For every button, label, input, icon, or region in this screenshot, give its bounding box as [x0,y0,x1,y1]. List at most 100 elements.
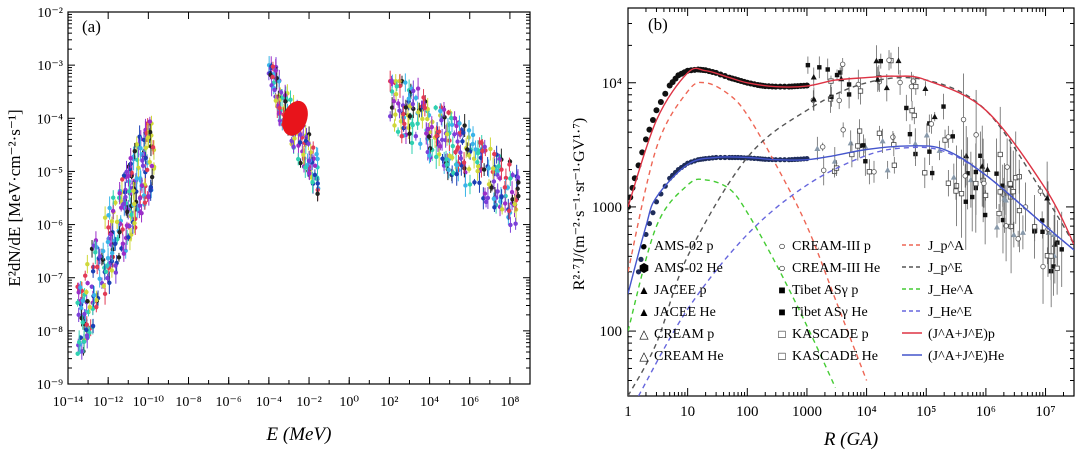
a-data-point [123,194,128,200]
b-data-point [821,167,827,174]
b-data-point [911,112,917,119]
legend-marker: ▲ [638,305,650,319]
a-data-point [150,145,156,150]
a-data-point [516,193,521,199]
a-data-point [142,200,148,205]
a-data-point [118,205,124,210]
a-data-point [128,155,133,161]
a-data-point [463,183,468,188]
a-data-point [458,150,463,155]
a-data-point [87,304,93,310]
a-data-point [394,84,400,89]
b-data-point [878,58,883,64]
legend-label: AMS-02 p [654,239,714,254]
b-ams-point [662,90,669,97]
a-data-point [97,254,103,259]
b-data-point [941,104,946,109]
b-data-point [1007,181,1013,187]
a-data-point [387,114,393,119]
a-data-point [134,176,139,181]
b-data-point [863,159,868,164]
a-y-tick-label: 10⁻⁶ [37,219,63,234]
legend-label: CREAM p [654,327,714,342]
a-data-point [277,105,282,111]
a-data-point [105,239,111,245]
a-data-point [460,139,465,144]
a-data-point [288,97,293,102]
b-data-point [984,166,991,172]
b-data-point [994,171,999,176]
a-data-point [143,155,148,161]
a-data-point [109,219,115,224]
a-data-point [84,289,89,295]
a-data-point [453,149,458,155]
b-data-point [953,188,959,194]
a-data-point [120,177,125,182]
b-line-J-He-A [628,178,837,388]
a-data-point [495,189,500,194]
a-data-point [93,238,99,243]
b-x-tick-label: 10 [680,404,695,420]
panel-a-y-ticks: 10⁻⁹ 10⁻⁸ 10⁻⁷ 10⁻⁶ 10⁻⁵ 10⁻⁴ 10⁻³ 10⁻² [37,6,530,393]
a-data-point [481,167,487,172]
a-data-point [392,123,397,128]
a-data-point [270,64,276,69]
a-data-point [273,98,279,103]
b-data-point [909,108,915,114]
b-data-point [950,174,957,180]
a-data-point [138,145,143,151]
b-ams-point [653,107,660,114]
a-data-point [137,134,142,139]
a-data-point [139,183,145,188]
a-data-point [512,202,517,207]
a-data-point [106,225,111,230]
a-data-point [147,129,153,135]
b-data-point [923,131,930,138]
b-data-point [973,180,979,187]
a-data-point [310,179,315,185]
a-data-point [141,137,147,143]
b-data-point [922,170,928,176]
a-data-point [454,123,459,129]
b-data-point [1048,253,1054,259]
a-data-point [466,166,472,172]
a-data-point [470,132,476,138]
a-data-point [312,163,318,168]
b-x-tick-label: 1000 [792,404,822,420]
b-data-point [1008,223,1014,230]
a-data-point [401,111,406,117]
a-data-point [403,105,409,110]
b-data-point [879,137,886,144]
a-data-point [413,95,419,101]
a-data-point [147,159,152,165]
a-data-point [108,232,113,237]
panel-a-data-points [75,56,521,360]
a-data-point [482,144,487,150]
b-line-J-He-E [637,146,1074,396]
a-data-point [415,86,421,91]
a-data-point [477,180,482,185]
a-data-point [132,201,137,207]
b-data-point [973,132,979,138]
a-data-point [298,132,303,137]
b-y-tick-label: 10⁴ [602,76,622,92]
a-data-point [148,188,153,193]
a-data-point [137,203,142,209]
legend-label: JACEE p [654,283,707,298]
a-data-point [140,163,146,168]
b-data-point [953,183,960,189]
b-ams-point [672,75,679,82]
legend-entry: (J^A+J^E)p [902,327,995,342]
a-data-point [139,152,144,157]
legend-label: (J^A+J^E)He [928,349,1004,364]
b-data-point [1010,231,1017,238]
legend-marker: □ [778,349,785,363]
legend-marker: ○ [778,239,785,253]
b-data-point [950,134,955,139]
a-data-point [132,148,137,154]
b-line--J-A-J-E-He [628,145,1074,294]
a-data-point [292,136,297,141]
legend-marker: ○ [778,261,785,275]
a-data-point [480,148,485,154]
a-data-point [403,80,408,85]
